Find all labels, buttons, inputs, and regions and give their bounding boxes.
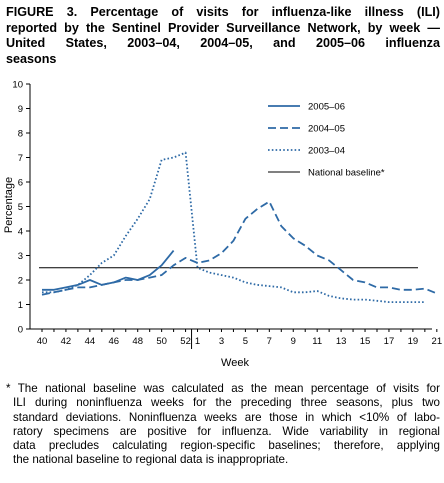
x-tick-label: 21 bbox=[432, 336, 443, 347]
title-line: United States, 2003–04, 2004–05, and 200… bbox=[6, 36, 440, 50]
y-tick-label: 0 bbox=[18, 325, 23, 336]
x-tick-label: 50 bbox=[156, 336, 167, 347]
legend-label: 2004–05 bbox=[308, 124, 345, 135]
y-axis-label: Percentage bbox=[3, 177, 15, 233]
y-tick-label: 8 bbox=[18, 129, 23, 140]
y-axis: 0 1 2 3 4 5 6 7 8 9 10 bbox=[12, 80, 31, 336]
x-tick-label: 19 bbox=[408, 336, 419, 347]
x-tick-label: 11 bbox=[312, 336, 322, 347]
x-tick-label: 5 bbox=[243, 336, 248, 347]
legend-label: National baseline* bbox=[308, 168, 385, 179]
series-line-2003–04 bbox=[42, 151, 425, 304]
x-tick-label: 52 bbox=[180, 336, 191, 347]
figure-title: FIGURE 3. Percentage of visits for influ… bbox=[6, 5, 440, 67]
x-tick-label: 44 bbox=[85, 336, 96, 347]
footnote: * The national baseline was calculated a… bbox=[6, 382, 440, 468]
series-line-2004–05 bbox=[41, 200, 438, 296]
y-tick-label: 2 bbox=[18, 276, 23, 287]
footnote-line: * The national baseline was calculated a… bbox=[6, 382, 440, 395]
series-lines bbox=[41, 151, 438, 304]
footnote-line: ILI during noninfluenza weeks for the pr… bbox=[13, 396, 440, 410]
x-tick-label: 46 bbox=[108, 336, 119, 347]
x-tick-label: 42 bbox=[61, 336, 72, 347]
x-tick-label: 17 bbox=[384, 336, 395, 347]
y-tick-label: 6 bbox=[18, 178, 23, 189]
footnote-line: standard deviations. Noninfluenza weeks … bbox=[13, 410, 440, 424]
x-tick-label: 7 bbox=[267, 336, 272, 347]
title-line: seasons bbox=[6, 51, 57, 66]
x-tick-label: 3 bbox=[219, 336, 224, 347]
legend: 2005–06 2004–05 2003–04 National baseline* bbox=[268, 102, 385, 179]
x-tick-label: 13 bbox=[336, 336, 347, 347]
x-tick-label: 40 bbox=[37, 336, 48, 347]
legend-label: 2005–06 bbox=[308, 102, 345, 113]
x-axis: 40 42 44 46 48 50 52 1 3 5 7 9 11 13 15 17 19 21 bbox=[30, 328, 443, 349]
title-line: reported by the Sentinel Provider Survei… bbox=[6, 20, 440, 35]
footnote-line: data precludes calculating region-specif… bbox=[13, 439, 440, 453]
x-tick-label: 9 bbox=[291, 336, 296, 347]
legend-label: 2003–04 bbox=[308, 146, 345, 157]
title-line: FIGURE 3. Percentage of visits for influ… bbox=[6, 5, 440, 19]
y-tick-label: 7 bbox=[18, 153, 23, 164]
footnote-line: the national baseline to regional data i… bbox=[13, 453, 289, 467]
x-tick-label: 48 bbox=[132, 336, 143, 347]
x-tick-label: 15 bbox=[360, 336, 371, 347]
x-tick-label: 1 bbox=[195, 336, 200, 347]
y-tick-label: 9 bbox=[18, 104, 23, 115]
y-tick-label: 5 bbox=[18, 202, 23, 213]
y-tick-label: 3 bbox=[18, 251, 23, 262]
footnote-line: ratory specimens are positive for influe… bbox=[13, 424, 440, 438]
y-tick-label: 1 bbox=[18, 300, 23, 311]
x-axis-label: Week bbox=[221, 357, 249, 369]
y-tick-label: 10 bbox=[12, 80, 23, 91]
y-tick-label: 4 bbox=[18, 227, 23, 238]
